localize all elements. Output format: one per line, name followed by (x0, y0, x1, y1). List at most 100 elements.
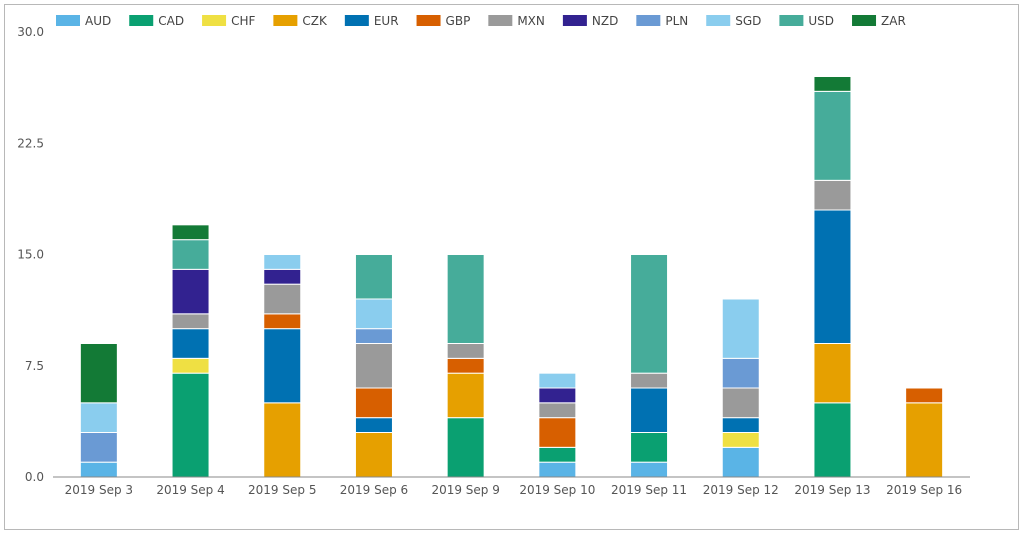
bar-segment-nzd[interactable] (538, 387, 577, 404)
bar-segment-usd[interactable] (446, 254, 485, 344)
legend: AUD CAD CHF CZK EUR GBP MXN NZD PLN SGD USD ZAR (56, 14, 906, 28)
bar-segment-czk[interactable] (905, 402, 944, 478)
bar-segment-eur[interactable] (630, 387, 669, 433)
legend-swatch (636, 15, 661, 26)
legend-item-aud[interactable]: AUD (56, 14, 111, 28)
bar-segment-nzd[interactable] (171, 268, 210, 315)
bar-segment-mxn[interactable] (630, 372, 669, 389)
legend-label: MXN (517, 14, 545, 28)
y-axis: 0.0 7.5 15.0 22.5 30.0 (17, 25, 44, 484)
bar-segment-zar[interactable] (171, 224, 210, 241)
bar-segment-eur[interactable] (171, 328, 210, 359)
x-tick-label: 2019 Sep 6 (340, 483, 408, 497)
bar-segment-usd[interactable] (171, 239, 210, 270)
bar-segment-sgd[interactable] (538, 372, 577, 389)
bar-segment-czk[interactable] (263, 402, 302, 478)
bar-segment-czk[interactable] (813, 343, 852, 404)
y-tick-label: 0.0 (25, 470, 44, 484)
bar-segment-chf[interactable] (721, 432, 760, 448)
bar-segment-sgd[interactable] (354, 298, 393, 330)
legend-item-usd[interactable]: USD (779, 14, 834, 28)
bar-segment-aud[interactable] (721, 446, 760, 478)
bar-segment-mxn[interactable] (813, 179, 852, 211)
bar-segment-mxn[interactable] (721, 387, 760, 419)
bars (79, 76, 944, 478)
bar-segment-aud[interactable] (538, 461, 577, 478)
bar-segment-mxn[interactable] (446, 343, 485, 359)
bar-segment-mxn[interactable] (171, 313, 210, 330)
legend-swatch (562, 15, 587, 26)
legend-item-mxn[interactable]: MXN (488, 14, 545, 28)
legend-swatch (344, 15, 369, 26)
bar-segment-aud[interactable] (630, 461, 669, 478)
x-tick-label: 2019 Sep 11 (611, 483, 687, 497)
legend-label: GBP (446, 14, 471, 28)
bar-segment-cad[interactable] (538, 446, 577, 463)
bar-segment-usd[interactable] (813, 90, 852, 181)
legend-label: CAD (158, 14, 184, 28)
legend-item-cad[interactable]: CAD (129, 14, 184, 28)
legend-label: EUR (374, 14, 399, 28)
x-axis: 2019 Sep 3 2019 Sep 4 2019 Sep 5 2019 Sep 6… (53, 476, 970, 497)
y-tick-label: 15.0 (17, 248, 44, 262)
bar-segment-pln[interactable] (79, 432, 118, 463)
legend-item-zar[interactable]: ZAR (852, 14, 906, 28)
x-tick-label: 2019 Sep 4 (156, 483, 224, 497)
legend-item-sgd[interactable]: SGD (706, 14, 761, 28)
bar-segment-cad[interactable] (446, 417, 485, 478)
bar-segment-gbp[interactable] (538, 417, 577, 448)
x-tick-label: 2019 Sep 3 (65, 483, 133, 497)
bar-segment-cad[interactable] (813, 402, 852, 478)
bar-segment-mxn[interactable] (263, 283, 302, 315)
bar-segment-gbp[interactable] (905, 387, 944, 404)
bar-segment-mxn[interactable] (354, 343, 393, 389)
bar-segment-eur[interactable] (721, 417, 760, 433)
bar-segment-mxn[interactable] (538, 402, 577, 419)
bar-segment-gbp[interactable] (446, 357, 485, 374)
bar-segment-zar[interactable] (813, 76, 852, 92)
legend-item-pln[interactable]: PLN (636, 14, 688, 28)
legend-swatch (56, 15, 80, 26)
bar-segment-usd[interactable] (630, 254, 669, 374)
bar-segment-gbp[interactable] (354, 387, 393, 419)
bar-segment-gbp[interactable] (263, 313, 302, 330)
legend-swatch (852, 15, 877, 26)
bar-segment-zar[interactable] (79, 343, 118, 404)
bar-segment-sgd[interactable] (79, 402, 118, 434)
bar-segment-sgd[interactable] (263, 254, 302, 270)
legend-label: CHF (231, 14, 255, 28)
legend-item-chf[interactable]: CHF (202, 14, 255, 28)
legend-item-gbp[interactable]: GBP (416, 14, 471, 28)
x-tick-label: 2019 Sep 13 (794, 483, 870, 497)
bar-segment-pln[interactable] (354, 328, 393, 344)
legend-label: CZK (302, 14, 328, 28)
x-tick-label: 2019 Sep 10 (519, 483, 595, 497)
bar-segment-czk[interactable] (354, 432, 393, 478)
legend-label: ZAR (881, 14, 906, 28)
bar-segment-czk[interactable] (446, 372, 485, 419)
bar-segment-pln[interactable] (721, 357, 760, 389)
legend-item-czk[interactable]: CZK (273, 14, 328, 28)
legend-item-nzd[interactable]: NZD (562, 14, 618, 28)
bar-stack (721, 298, 760, 478)
bar-segment-cad[interactable] (171, 372, 210, 478)
bar-stack (263, 254, 302, 478)
legend-label: NZD (592, 14, 618, 28)
x-tick-label: 2019 Sep 9 (431, 483, 499, 497)
bar-segment-eur[interactable] (263, 328, 302, 404)
bar-segment-chf[interactable] (171, 357, 210, 374)
legend-swatch (416, 15, 441, 26)
bar-segment-eur[interactable] (354, 417, 393, 433)
legend-label: USD (808, 14, 834, 28)
bar-segment-aud[interactable] (79, 461, 118, 478)
legend-label: PLN (665, 14, 688, 28)
bar-segment-usd[interactable] (354, 254, 393, 300)
legend-item-eur[interactable]: EUR (344, 14, 399, 28)
bar-stack (171, 224, 210, 478)
bar-segment-nzd[interactable] (263, 268, 302, 285)
bar-segment-eur[interactable] (813, 209, 852, 344)
bar-segment-cad[interactable] (630, 432, 669, 463)
bar-segment-sgd[interactable] (721, 298, 760, 359)
legend-label: AUD (85, 14, 111, 28)
